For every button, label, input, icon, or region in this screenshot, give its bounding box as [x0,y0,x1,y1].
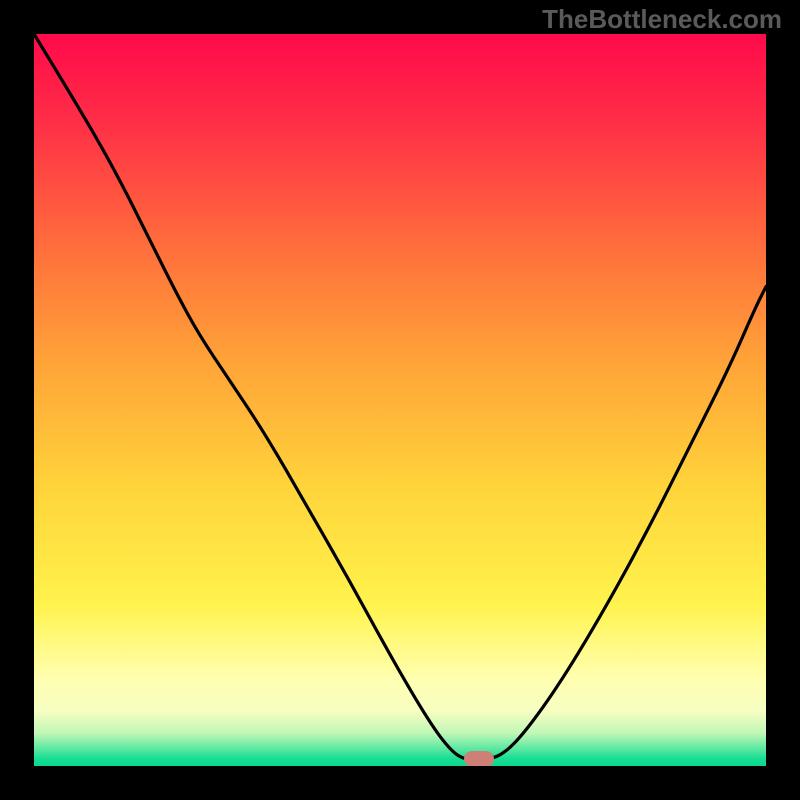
chart-frame: TheBottleneck.com [0,0,800,800]
attribution-title: TheBottleneck.com [542,4,782,35]
plot-area [34,34,766,766]
bottleneck-curve [34,34,766,766]
optimal-point-marker [464,751,494,766]
